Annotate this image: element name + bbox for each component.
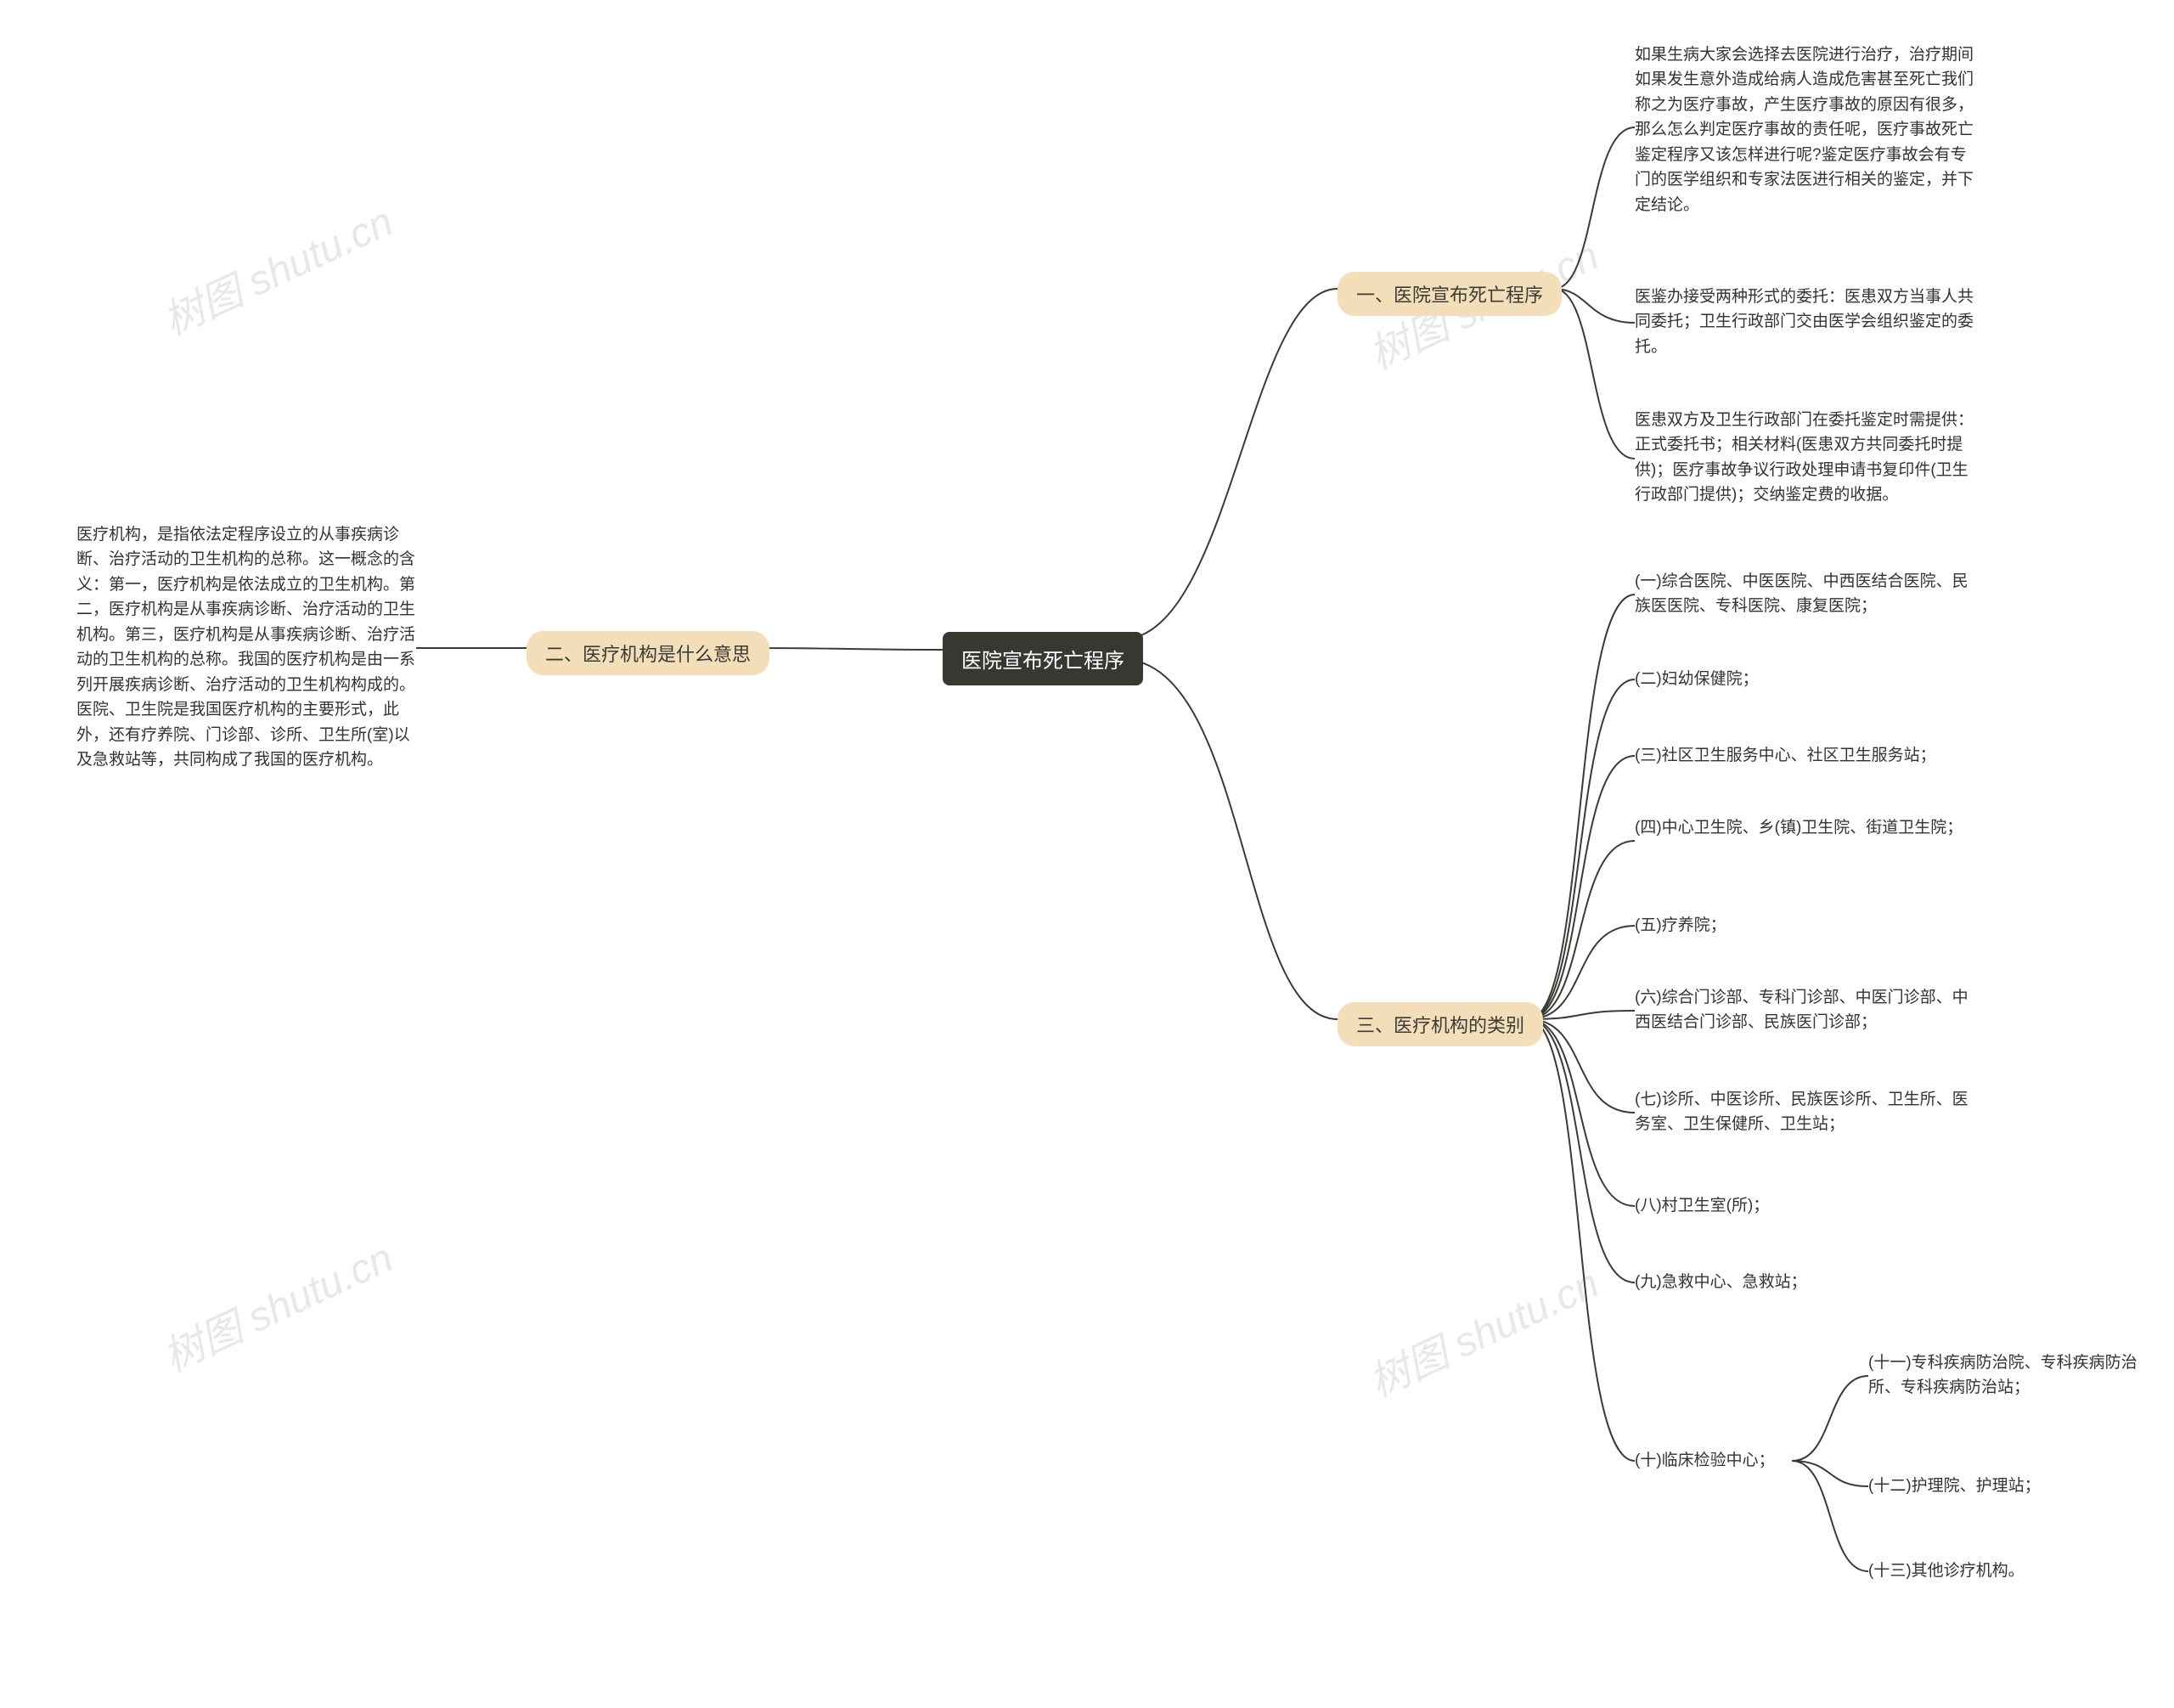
leaf-b3-10: (十)临床检验中心；	[1635, 1448, 1775, 1473]
leaf-b3-5: (五)疗养院；	[1635, 913, 1726, 938]
leaf-b3-10-1: (十一)专科疾病防治院、专科疾病防治所、专科疾病防治站；	[1868, 1350, 2140, 1401]
branch-3: 三、医疗机构的类别	[1338, 1002, 1543, 1046]
watermark: 树图 shutu.cn	[152, 189, 401, 347]
branch-1: 一、医院宣布死亡程序	[1338, 272, 1562, 316]
watermark: 树图 shutu.cn	[152, 1225, 401, 1383]
leaf-b1-a: 如果生病大家会选择去医院进行治疗，治疗期间如果发生意外造成给病人造成危害甚至死亡…	[1635, 42, 1974, 217]
leaf-b1-b: 医鉴办接受两种形式的委托：医患双方当事人共同委托；卫生行政部门交由医学会组织鉴定…	[1635, 285, 1974, 359]
leaf-b3-9: (九)急救中心、急救站；	[1635, 1270, 1807, 1294]
root-node: 医院宣布死亡程序	[943, 632, 1143, 685]
watermark: 树图 shutu.cn	[1358, 1250, 1607, 1408]
leaf-b3-2: (二)妇幼保健院；	[1635, 667, 1759, 691]
leaf-b3-7: (七)诊所、中医诊所、民族医诊所、卫生所、医务室、卫生保健所、卫生站；	[1635, 1087, 1974, 1137]
leaf-b3-10-3: (十三)其他诊疗机构。	[1868, 1559, 2025, 1583]
edges-svg	[0, 0, 2174, 1708]
leaf-b3-4: (四)中心卫生院、乡(镇)卫生院、街道卫生院；	[1635, 815, 1963, 840]
leaf-b3-8: (八)村卫生室(所)；	[1635, 1193, 1769, 1218]
branch-2: 二、医疗机构是什么意思	[527, 631, 769, 675]
leaf-b3-1: (一)综合医院、中医医院、中西医结合医院、民族医医院、专科医院、康复医院；	[1635, 569, 1974, 619]
leaf-b1-c: 医患双方及卫生行政部门在委托鉴定时需提供：正式委托书；相关材料(医患双方共同委托…	[1635, 408, 1974, 508]
leaf-b3-10-2: (十二)护理院、护理站；	[1868, 1474, 2041, 1498]
leaf-b3-3: (三)社区卫生服务中心、社区卫生服务站；	[1635, 743, 1936, 768]
leaf-b3-6: (六)综合门诊部、专科门诊部、中医门诊部、中西医结合门诊部、民族医门诊部；	[1635, 985, 1974, 1035]
leaf-b2: 医疗机构，是指依法定程序设立的从事疾病诊断、治疗活动的卫生机构的总称。这一概念的…	[76, 522, 420, 772]
